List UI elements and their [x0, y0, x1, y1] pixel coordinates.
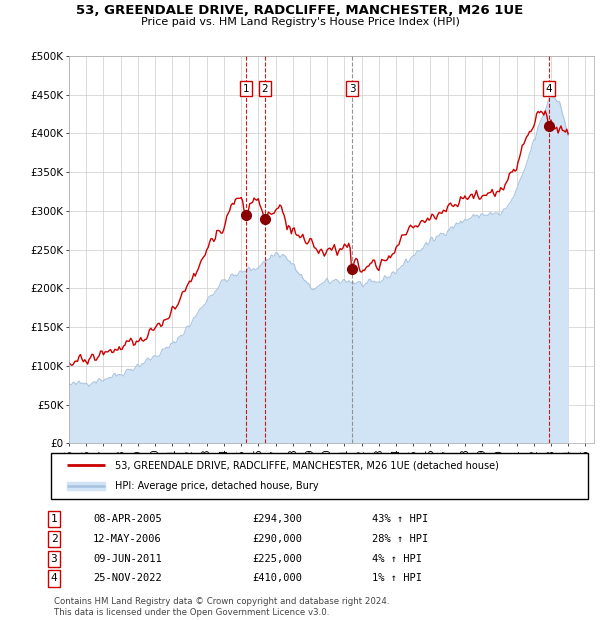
Text: 09-JUN-2011: 09-JUN-2011	[93, 554, 162, 564]
Text: 4: 4	[50, 574, 58, 583]
Text: 2: 2	[262, 84, 268, 94]
Text: 12-MAY-2006: 12-MAY-2006	[93, 534, 162, 544]
Text: 4: 4	[546, 84, 553, 94]
Text: 1: 1	[242, 84, 249, 94]
Text: 53, GREENDALE DRIVE, RADCLIFFE, MANCHESTER, M26 1UE (detached house): 53, GREENDALE DRIVE, RADCLIFFE, MANCHEST…	[115, 460, 499, 470]
Text: 53, GREENDALE DRIVE, RADCLIFFE, MANCHESTER, M26 1UE: 53, GREENDALE DRIVE, RADCLIFFE, MANCHEST…	[76, 4, 524, 17]
Text: £225,000: £225,000	[252, 554, 302, 564]
Text: £294,300: £294,300	[252, 514, 302, 524]
Text: 2: 2	[50, 534, 58, 544]
Text: 25-NOV-2022: 25-NOV-2022	[93, 574, 162, 583]
Text: Contains HM Land Registry data © Crown copyright and database right 2024.
This d: Contains HM Land Registry data © Crown c…	[54, 598, 389, 617]
Text: 28% ↑ HPI: 28% ↑ HPI	[372, 534, 428, 544]
Text: 1: 1	[50, 514, 58, 524]
Text: Price paid vs. HM Land Registry's House Price Index (HPI): Price paid vs. HM Land Registry's House …	[140, 17, 460, 27]
Text: 3: 3	[50, 554, 58, 564]
Text: 4% ↑ HPI: 4% ↑ HPI	[372, 554, 422, 564]
Text: 1% ↑ HPI: 1% ↑ HPI	[372, 574, 422, 583]
Text: 08-APR-2005: 08-APR-2005	[93, 514, 162, 524]
Text: £410,000: £410,000	[252, 574, 302, 583]
Text: HPI: Average price, detached house, Bury: HPI: Average price, detached house, Bury	[115, 481, 319, 491]
Text: £290,000: £290,000	[252, 534, 302, 544]
FancyBboxPatch shape	[51, 453, 588, 499]
Text: 43% ↑ HPI: 43% ↑ HPI	[372, 514, 428, 524]
Text: 3: 3	[349, 84, 355, 94]
